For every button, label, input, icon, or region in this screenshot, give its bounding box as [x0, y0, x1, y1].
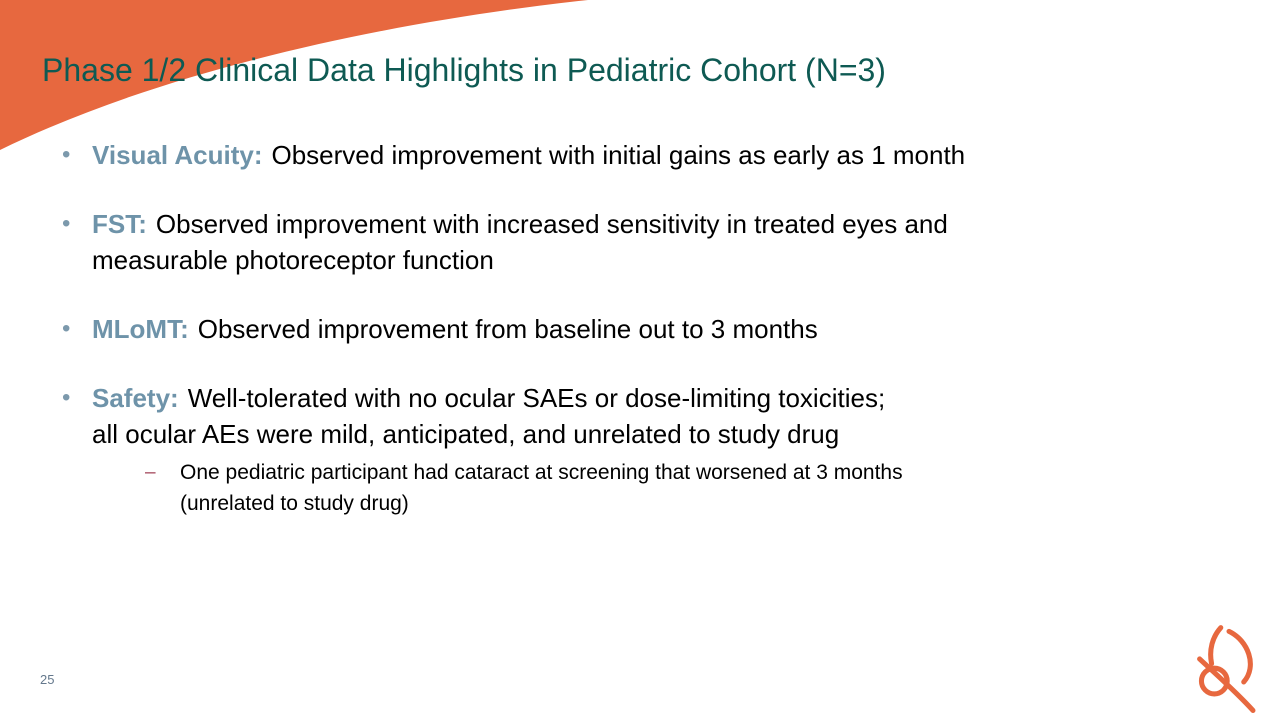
bullet-text: Visual Acuity: Observed improvement with … — [92, 137, 1172, 173]
bullet-visual-acuity: • Visual Acuity: Observed improvement wit… — [62, 137, 1172, 173]
bullet-marker: • — [62, 315, 71, 342]
bullet-marker: • — [62, 384, 71, 411]
sub-bullet-marker: – — [145, 462, 156, 483]
bullet-lead: Visual Acuity: — [92, 140, 263, 170]
bullet-text: Safety: Well-tolerated with no ocular SAE… — [92, 380, 1172, 519]
slide-title: Phase 1/2 Clinical Data Highlights in Pe… — [42, 52, 886, 88]
page-number: 25 — [40, 672, 55, 687]
bullet-lead: Safety: — [92, 383, 179, 413]
bullet-safety: • Safety: Well-tolerated with no ocular S… — [62, 380, 1172, 519]
bullet-fst: • FST: Observed improvement with increase… — [62, 206, 1172, 278]
bullet-line: Well-tolerated with no ocular SAEs or do… — [187, 383, 886, 413]
bullet-text: MLoMT: Observed improvement from baseline… — [92, 311, 1172, 347]
company-logo-icon — [1197, 625, 1256, 714]
bullet-line: measurable photoreceptor function — [92, 245, 494, 275]
bullet-line: Observed improvement with initial gains … — [271, 140, 966, 170]
sub-bullet-line: (unrelated to study drug) — [180, 492, 409, 515]
bullet-lead: FST: — [92, 209, 147, 239]
bullet-line: Observed improvement from baseline out t… — [197, 314, 818, 344]
sub-bullet-text: One pediatric participant had cataract a… — [180, 457, 903, 519]
bullet-marker: • — [62, 210, 71, 237]
bullet-text: FST: Observed improvement with increased … — [92, 206, 1172, 278]
bullet-list: • Visual Acuity: Observed improvement wit… — [62, 137, 1172, 552]
bullet-lead: MLoMT: — [92, 314, 189, 344]
bullet-mlomt: • MLoMT: Observed improvement from baseli… — [62, 311, 1172, 347]
bullet-line: all ocular AEs were mild, anticipated, a… — [92, 419, 840, 449]
bullet-marker: • — [62, 141, 71, 168]
bullet-line: Observed improvement with increased sens… — [155, 209, 948, 239]
sub-bullet-line: One pediatric participant had cataract a… — [180, 461, 903, 484]
corner-swoosh-shape — [0, 0, 588, 150]
sub-bullet-cataract: – One pediatric participant had cataract… — [145, 457, 1172, 519]
